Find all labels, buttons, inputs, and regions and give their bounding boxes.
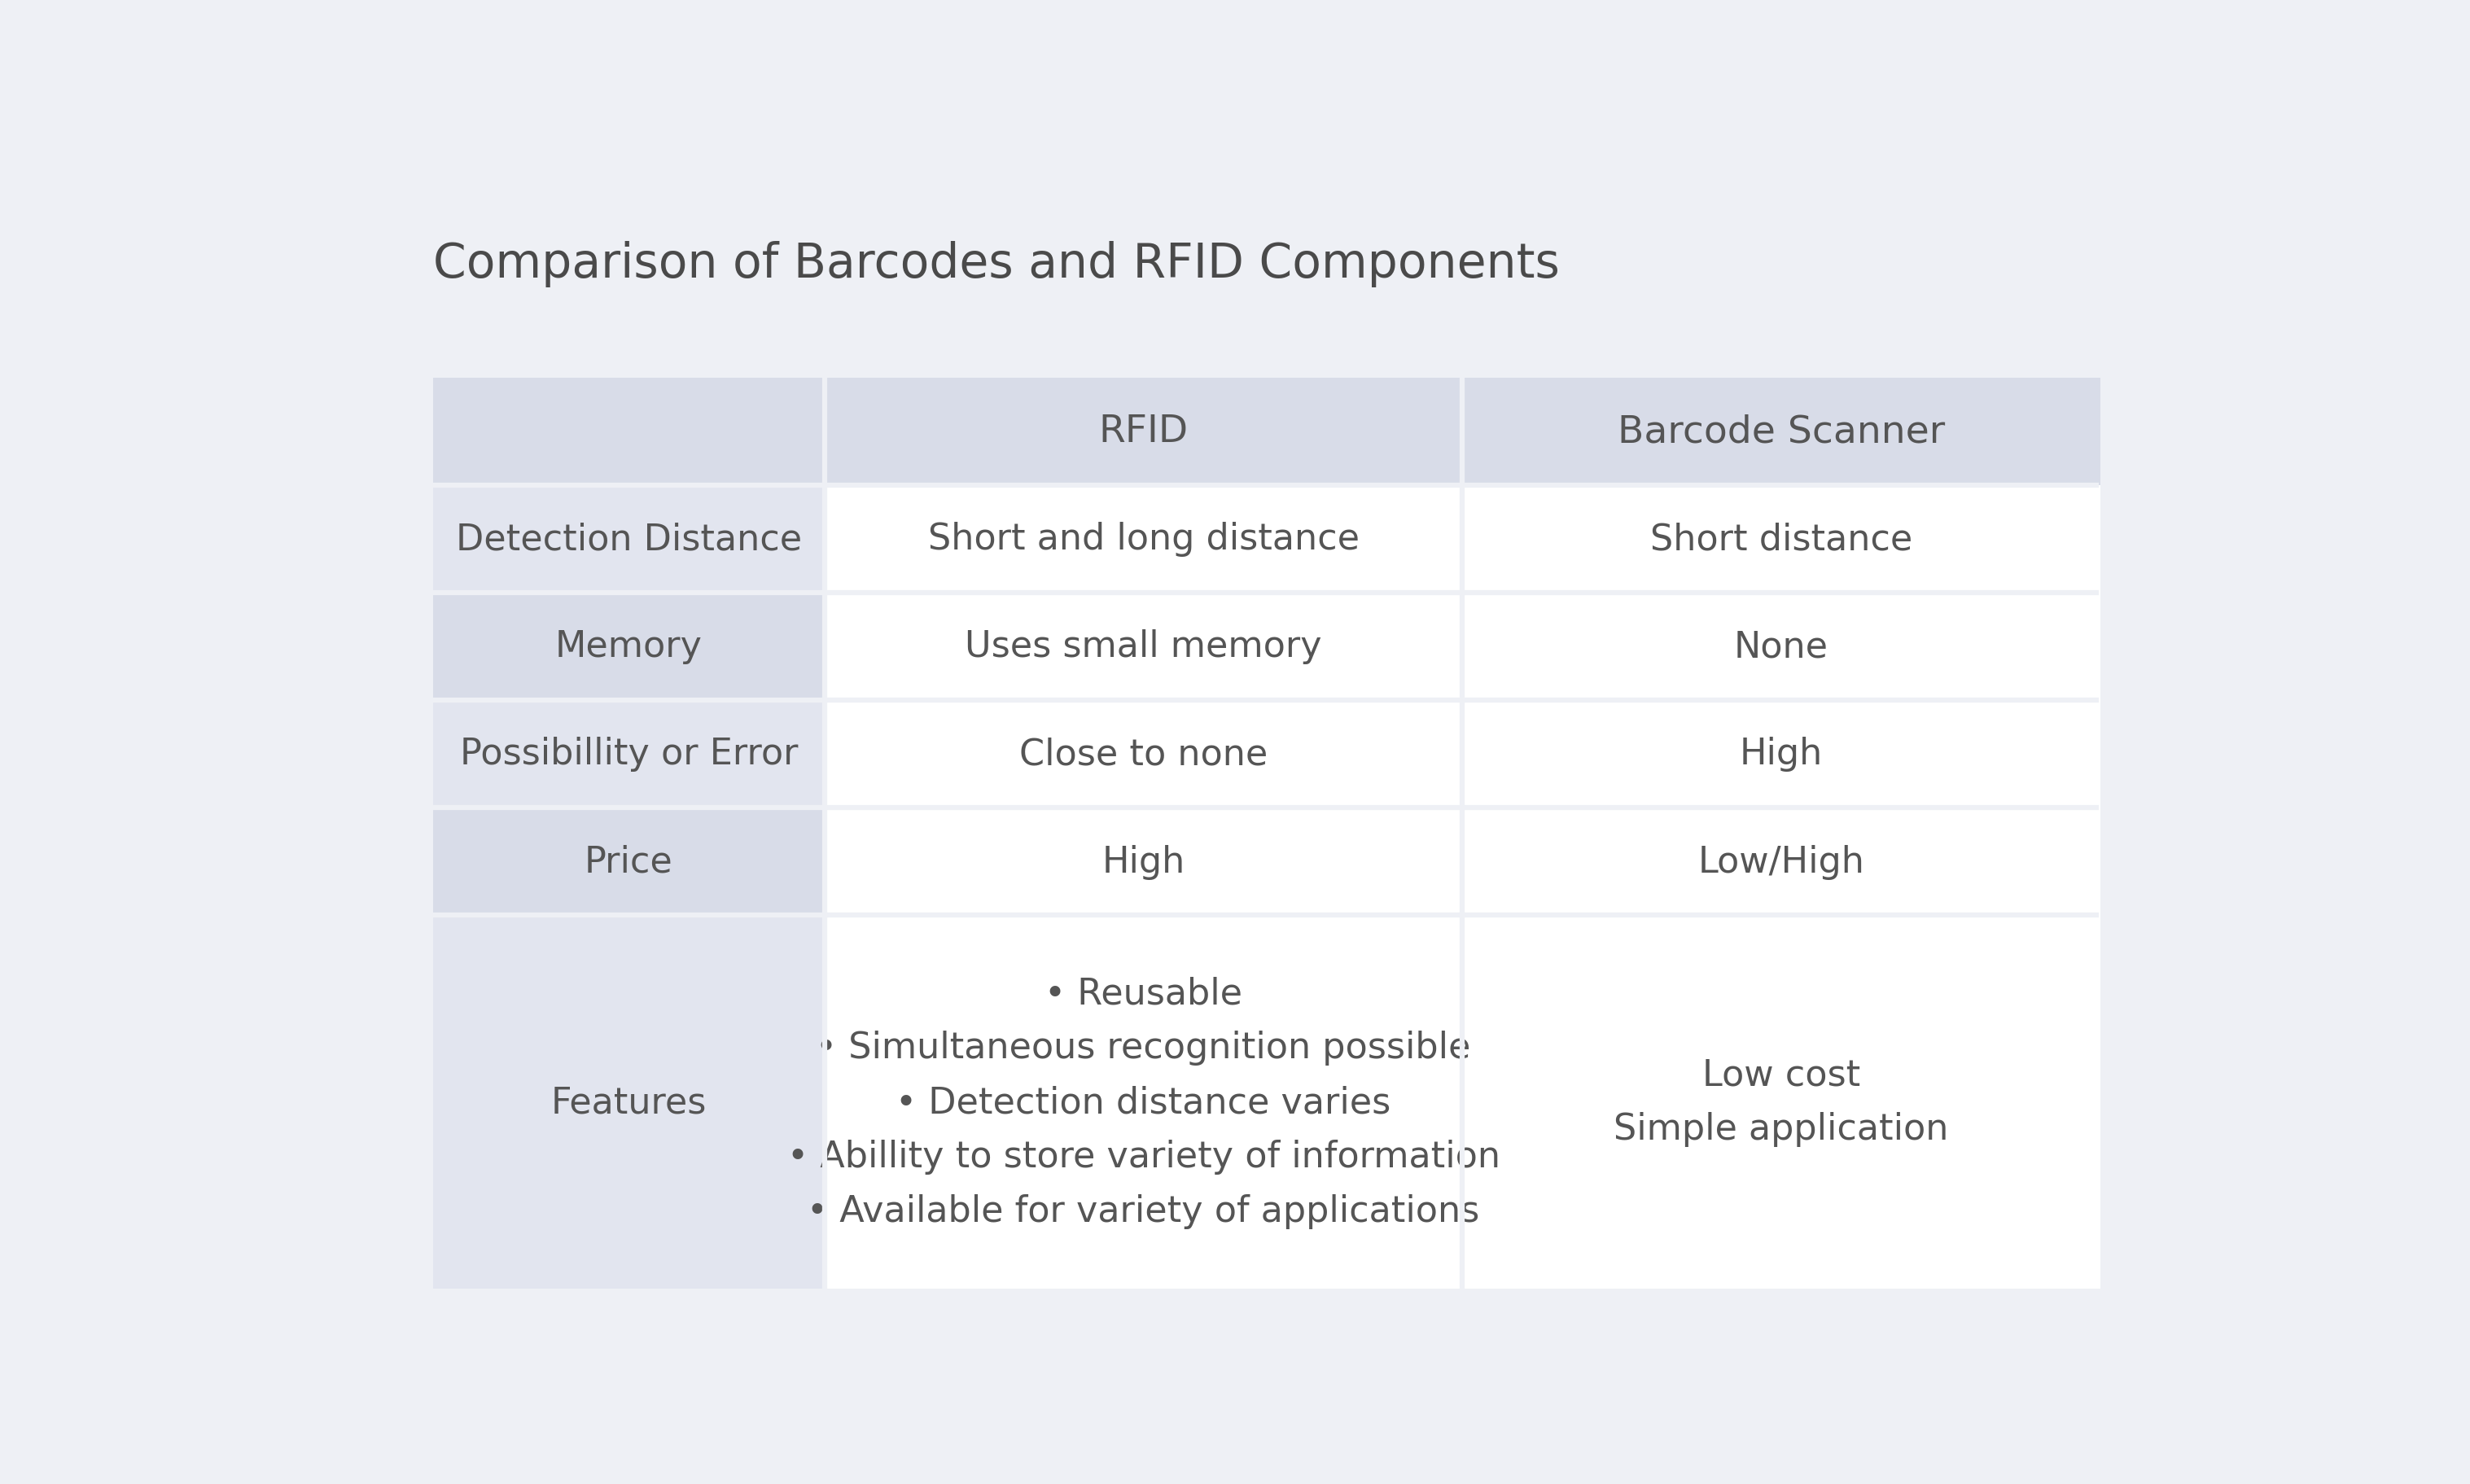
Text: Possibillity or Error: Possibillity or Error [459, 736, 798, 772]
Text: Features: Features [551, 1085, 706, 1119]
Bar [432, 594, 825, 700]
Text: • Reusable
• Simultaneous recognition possible
• Detection distance varies
• Abi: • Reusable • Simultaneous recognition po… [788, 976, 1499, 1229]
Text: Price: Price [585, 844, 674, 879]
Text: Barcode Scanner: Barcode Scanner [1618, 414, 1944, 450]
Bar [825, 378, 1462, 485]
Bar [432, 378, 825, 485]
Text: None: None [1734, 629, 1828, 665]
Bar [432, 485, 825, 594]
Bar [1462, 378, 2100, 485]
Bar [825, 807, 1462, 916]
Text: Uses small memory: Uses small memory [966, 629, 1321, 665]
Bar [1462, 485, 2100, 594]
Text: Memory: Memory [556, 629, 701, 665]
Text: Low/High: Low/High [1697, 844, 1865, 879]
Text: High: High [1739, 736, 1823, 772]
Bar [432, 807, 825, 916]
Text: Short and long distance: Short and long distance [929, 522, 1359, 556]
Text: Low cost
Simple application: Low cost Simple application [1613, 1058, 1949, 1147]
Bar [432, 378, 2100, 1288]
Bar [825, 485, 1462, 594]
Text: Comparison of Barcodes and RFID Components: Comparison of Barcodes and RFID Componen… [432, 240, 1559, 288]
Bar [432, 916, 825, 1288]
Bar [1462, 700, 2100, 807]
Bar [825, 916, 1462, 1288]
Text: Close to none: Close to none [1020, 736, 1267, 772]
Bar [1462, 594, 2100, 700]
Text: RFID: RFID [1099, 414, 1188, 450]
Bar [825, 594, 1462, 700]
Bar [825, 700, 1462, 807]
Text: Detection Distance: Detection Distance [457, 522, 803, 556]
Text: Short distance: Short distance [1650, 522, 1912, 556]
Bar [1462, 916, 2100, 1288]
Text: High: High [1102, 844, 1186, 879]
Bar [1462, 807, 2100, 916]
Bar [432, 700, 825, 807]
